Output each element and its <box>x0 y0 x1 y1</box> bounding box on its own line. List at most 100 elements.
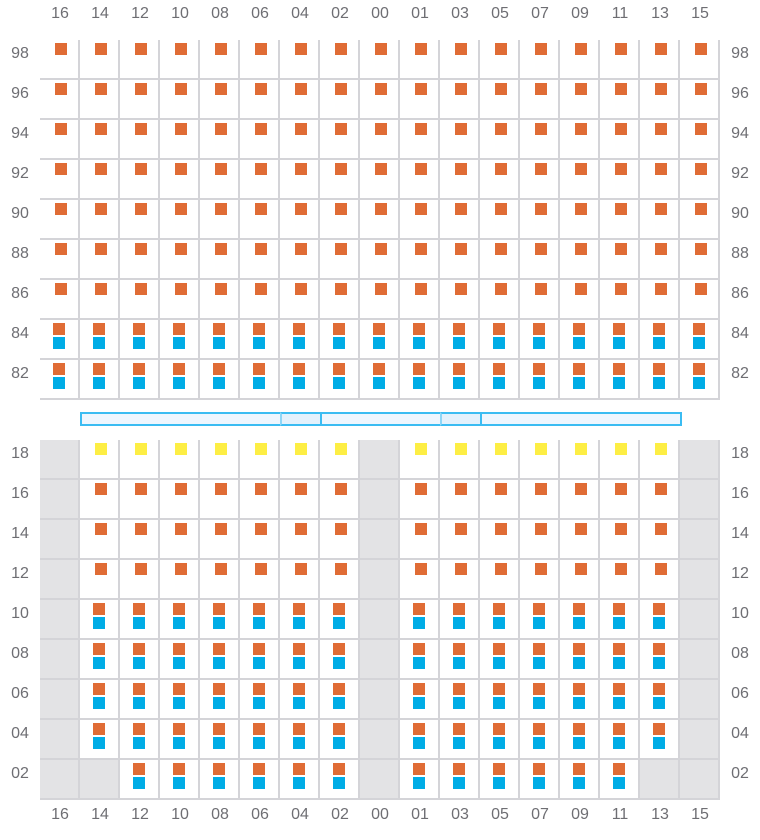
slot-cell[interactable] <box>200 440 240 480</box>
slot-cell[interactable] <box>520 440 560 480</box>
slot-cell[interactable] <box>360 320 400 360</box>
slot-cell[interactable] <box>40 280 80 320</box>
slot-cell[interactable] <box>160 440 200 480</box>
slot-cell[interactable] <box>520 480 560 520</box>
slot-cell[interactable] <box>160 680 200 720</box>
slot-cell[interactable] <box>680 160 720 200</box>
slot-cell[interactable] <box>680 320 720 360</box>
slot-cell[interactable] <box>80 80 120 120</box>
slot-cell[interactable] <box>120 200 160 240</box>
slot-cell[interactable] <box>400 320 440 360</box>
slot-cell[interactable] <box>600 360 640 400</box>
slot-cell[interactable] <box>360 160 400 200</box>
slot-cell[interactable] <box>600 320 640 360</box>
slot-cell[interactable] <box>320 200 360 240</box>
slot-cell[interactable] <box>480 520 520 560</box>
slot-cell[interactable] <box>440 80 480 120</box>
slot-cell[interactable] <box>440 120 480 160</box>
slot-cell[interactable] <box>160 600 200 640</box>
slot-cell[interactable] <box>80 720 120 760</box>
slot-cell[interactable] <box>120 120 160 160</box>
slot-cell[interactable] <box>280 240 320 280</box>
slot-cell[interactable] <box>560 160 600 200</box>
slot-cell[interactable] <box>400 600 440 640</box>
slot-cell[interactable] <box>40 240 80 280</box>
slot-cell[interactable] <box>480 80 520 120</box>
slot-cell[interactable] <box>640 200 680 240</box>
slot-cell[interactable] <box>120 520 160 560</box>
slot-cell[interactable] <box>280 320 320 360</box>
slot-cell[interactable] <box>120 720 160 760</box>
slot-cell[interactable] <box>40 160 80 200</box>
divider-bar-segment[interactable] <box>80 412 282 426</box>
slot-cell[interactable] <box>560 360 600 400</box>
slot-cell[interactable] <box>400 760 440 800</box>
slot-cell[interactable] <box>680 80 720 120</box>
slot-cell[interactable] <box>360 240 400 280</box>
slot-cell[interactable] <box>480 440 520 480</box>
slot-cell[interactable] <box>400 200 440 240</box>
slot-cell[interactable] <box>520 520 560 560</box>
slot-cell[interactable] <box>160 360 200 400</box>
slot-cell[interactable] <box>520 640 560 680</box>
slot-cell[interactable] <box>480 640 520 680</box>
slot-cell[interactable] <box>120 160 160 200</box>
slot-cell[interactable] <box>520 40 560 80</box>
slot-cell[interactable] <box>600 480 640 520</box>
slot-cell[interactable] <box>160 560 200 600</box>
slot-cell[interactable] <box>400 280 440 320</box>
slot-cell[interactable] <box>600 240 640 280</box>
slot-cell[interactable] <box>240 680 280 720</box>
slot-cell[interactable] <box>160 640 200 680</box>
slot-cell[interactable] <box>560 640 600 680</box>
slot-cell[interactable] <box>520 560 560 600</box>
slot-cell[interactable] <box>680 240 720 280</box>
slot-cell[interactable] <box>480 720 520 760</box>
slot-cell[interactable] <box>80 160 120 200</box>
slot-cell[interactable] <box>160 240 200 280</box>
slot-cell[interactable] <box>80 40 120 80</box>
slot-cell[interactable] <box>240 360 280 400</box>
slot-cell[interactable] <box>160 200 200 240</box>
slot-cell[interactable] <box>240 240 280 280</box>
slot-cell[interactable] <box>320 640 360 680</box>
slot-cell[interactable] <box>320 40 360 80</box>
slot-cell[interactable] <box>120 280 160 320</box>
slot-cell[interactable] <box>120 600 160 640</box>
slot-cell[interactable] <box>80 600 120 640</box>
slot-cell[interactable] <box>240 720 280 760</box>
slot-cell[interactable] <box>480 320 520 360</box>
slot-cell[interactable] <box>280 160 320 200</box>
slot-cell[interactable] <box>640 160 680 200</box>
slot-cell[interactable] <box>480 280 520 320</box>
slot-cell[interactable] <box>40 40 80 80</box>
slot-cell[interactable] <box>640 120 680 160</box>
slot-cell[interactable] <box>280 600 320 640</box>
slot-cell[interactable] <box>600 760 640 800</box>
slot-cell[interactable] <box>240 600 280 640</box>
slot-cell[interactable] <box>240 280 280 320</box>
slot-cell[interactable] <box>320 240 360 280</box>
slot-cell[interactable] <box>400 80 440 120</box>
slot-cell[interactable] <box>200 760 240 800</box>
slot-cell[interactable] <box>240 120 280 160</box>
slot-cell[interactable] <box>200 240 240 280</box>
slot-cell[interactable] <box>400 240 440 280</box>
slot-cell[interactable] <box>480 680 520 720</box>
slot-cell[interactable] <box>440 240 480 280</box>
slot-cell[interactable] <box>560 440 600 480</box>
slot-cell[interactable] <box>200 80 240 120</box>
slot-cell[interactable] <box>600 720 640 760</box>
slot-cell[interactable] <box>40 200 80 240</box>
slot-cell[interactable] <box>480 360 520 400</box>
slot-cell[interactable] <box>520 720 560 760</box>
slot-cell[interactable] <box>280 680 320 720</box>
slot-cell[interactable] <box>400 520 440 560</box>
slot-cell[interactable] <box>440 640 480 680</box>
slot-cell[interactable] <box>80 320 120 360</box>
slot-cell[interactable] <box>560 280 600 320</box>
slot-cell[interactable] <box>520 680 560 720</box>
slot-cell[interactable] <box>640 680 680 720</box>
slot-cell[interactable] <box>520 240 560 280</box>
slot-cell[interactable] <box>520 360 560 400</box>
